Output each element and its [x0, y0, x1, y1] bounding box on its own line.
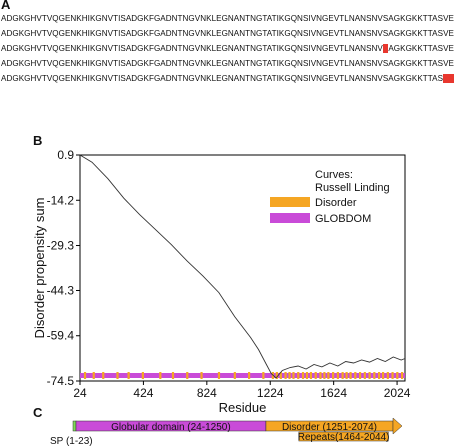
sequence-text: ADGKGHVTVQGENKHIKGNVTISADGKFGADNTNGVNKLE…	[1, 59, 454, 68]
disorder-mark	[171, 372, 175, 379]
sequence-line: ADGKGHVTVQGENKHIKGNVTISADGKFGADNTNGVNKLE…	[1, 26, 473, 41]
disorder-mark	[301, 372, 305, 379]
arrow-head-icon	[392, 417, 403, 435]
disorder-mark	[159, 372, 162, 379]
sequence-text: ADGKGHVTVQGENKHIKGNVTISADGKFGADNTNGVNKLE…	[1, 14, 454, 23]
disorder-mark	[275, 372, 278, 379]
disorder-mark	[297, 372, 300, 379]
disorder-mark	[332, 372, 335, 379]
x-tick-label: 1224	[257, 386, 284, 400]
legend-entry: Disorder	[315, 197, 357, 209]
x-axis-label: Residue	[219, 400, 267, 415]
panel-a-label: A	[1, 0, 11, 12]
x-tick-label: 24	[73, 386, 87, 400]
x-tick-label: 2024	[384, 386, 411, 400]
sequence-line: ADGKGHVTVQGENKHIKGNVTISADGKFGADNTNGVNKLE…	[1, 41, 473, 56]
sequence-line: ADGKGHVTVQGENKHIKGNVTISADGKFGADNTNGVNKLE…	[1, 71, 473, 86]
repeats-domain	[298, 431, 389, 442]
legend-swatch	[270, 197, 310, 207]
sequence-line: ADGKGHVTVQGENKHIKGNVTISADGKFGADNTNGVNKLE…	[1, 56, 473, 71]
plot-frame	[79, 154, 406, 382]
y-tick-label: 0.9	[57, 148, 74, 162]
panel-b-label: B	[33, 133, 43, 148]
disorder-mark	[345, 372, 348, 379]
disorder-label: Disorder (1251-2074)	[282, 422, 377, 433]
disorder-mark	[396, 372, 399, 379]
disorder-mark	[309, 372, 313, 379]
disorder-mark	[217, 372, 221, 379]
y-axis-label: Disorder propensity sum	[32, 198, 47, 339]
disorder-mark	[262, 372, 265, 379]
disorder-mark	[83, 372, 87, 379]
y-tick-label: -29.3	[47, 239, 75, 253]
x-tick-label: 424	[133, 386, 153, 400]
disorder-mark	[141, 372, 144, 379]
disorder-mark	[305, 372, 309, 379]
disorder-propensity-line	[79, 154, 406, 379]
disorder-mark	[319, 372, 322, 379]
disorder-mark	[336, 372, 339, 379]
disorder-mark	[373, 372, 376, 379]
sequence-line: ADGKGHVTVQGENKHIKGNVTISADGKFGADNTNGVNKLE…	[1, 11, 473, 26]
legend-title: Curves:	[315, 169, 353, 181]
disorder-mark	[92, 372, 95, 379]
y-tick-label: -44.3	[47, 283, 75, 297]
disorder-mark	[327, 372, 330, 379]
disorder-mark	[200, 372, 203, 379]
disorder-mark	[341, 372, 344, 379]
legend-subtitle: Russell Linding	[315, 182, 390, 194]
sequence-text: ADGKGHVTVQGENKHIKGNVTISADGKFGADNTNGVNKLE…	[1, 74, 444, 83]
disorder-mark	[400, 372, 404, 379]
disorder-mark	[186, 372, 189, 379]
disorder-mark	[349, 372, 352, 379]
legend-entry: GLOBDOM	[315, 213, 371, 225]
disorder-mark	[284, 372, 287, 379]
disorder-mark	[233, 372, 236, 379]
disorder-mark	[279, 372, 282, 379]
sequence-text: ADGKGHVTVQGENKHIKGNVTISADGKFGADNTNGVNKLE…	[1, 29, 454, 38]
disorder-mark	[386, 372, 389, 379]
disorder-mark	[248, 372, 251, 379]
disorder-mark	[323, 372, 326, 379]
sp-domain	[72, 420, 77, 432]
sequence-text: ADGKGHVTVQGENKHIKGNVTISADGKFGADNTNGVNKLE…	[1, 44, 383, 53]
y-tick-label: -59.4	[47, 329, 75, 343]
disorder-mark	[358, 372, 362, 379]
globdom-bar	[80, 373, 405, 378]
sequence-highlight: VE	[443, 74, 454, 83]
y-tick-label: -14.2	[47, 193, 75, 207]
disorder-mark	[102, 372, 105, 379]
sp-label: SP (1-23)	[50, 436, 93, 447]
legend-swatch	[270, 213, 310, 223]
sequence-alignment: ADGKGHVTVQGENKHIKGNVTISADGKFGADNTNGVNKLE…	[1, 11, 473, 86]
x-tick-label: 1624	[320, 386, 347, 400]
disorder-mark	[127, 372, 130, 379]
x-tick-label: 824	[197, 386, 217, 400]
disorder-mark	[391, 372, 394, 379]
disorder-mark	[378, 372, 381, 379]
disorder-mark	[292, 372, 295, 379]
disorder-mark	[368, 372, 371, 379]
disorder-mark	[288, 372, 291, 379]
y-tick-label: -74.5	[47, 374, 75, 388]
repeats-label: Repeats(1464-2044)	[298, 432, 390, 443]
disorder-mark	[116, 372, 119, 379]
disorder-mark	[354, 372, 357, 379]
panel-c-label: C	[33, 405, 43, 420]
disorder-mark	[381, 372, 385, 379]
disorder-mark	[363, 372, 366, 379]
sequence-highlight: S	[382, 44, 389, 53]
globular-label: Globular domain (24-1250)	[111, 422, 231, 433]
domain-map: Globular domain (24-1250) Disorder (1251-…	[50, 417, 403, 447]
disorder-mark	[314, 372, 317, 379]
sequence-text-rest: AGKGKKTTASVE	[388, 44, 454, 53]
